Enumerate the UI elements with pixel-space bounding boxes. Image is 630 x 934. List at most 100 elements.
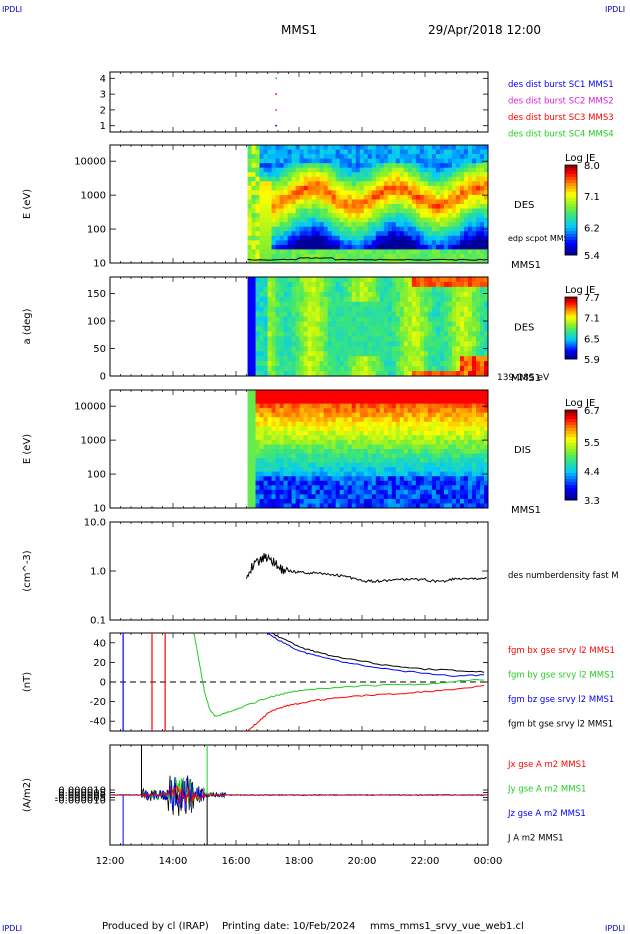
heatmap-cell — [399, 471, 405, 477]
heatmap-cell — [291, 244, 297, 250]
heatmap-cell — [387, 258, 393, 264]
heatmap-cell — [319, 503, 325, 509]
heatmap-cell — [331, 316, 337, 323]
heatmap-cell — [291, 356, 297, 362]
heatmap-cell — [387, 172, 393, 178]
heatmap-cell — [391, 366, 397, 372]
heatmap-cell — [311, 190, 317, 196]
colorbar-cell — [565, 336, 577, 339]
heatmap-cell — [423, 449, 429, 455]
heatmap-cell — [287, 408, 293, 414]
heatmap-cell — [287, 371, 293, 377]
heatmap-cell — [267, 366, 273, 372]
heatmap-cell — [347, 356, 353, 362]
heatmap-cell — [415, 494, 421, 500]
heatmap-cell — [351, 244, 357, 250]
heatmap-cell — [295, 181, 301, 187]
heatmap-cell — [391, 145, 397, 151]
heatmap-cell — [359, 480, 365, 486]
heatmap-cell — [375, 194, 381, 200]
heatmap-cell — [295, 149, 301, 155]
heatmap-cell — [287, 190, 293, 196]
heatmap-cell — [263, 258, 269, 264]
heatmap-cell — [307, 176, 313, 182]
heatmap-cell — [403, 213, 409, 219]
heatmap-cell — [287, 321, 293, 327]
heatmap-cell — [479, 430, 485, 436]
colorbar-cell — [565, 350, 577, 354]
heatmap-cell — [279, 394, 285, 400]
heatmap-cell — [475, 163, 481, 169]
heatmap-cell — [399, 453, 405, 459]
y-tick-label: 1000 — [81, 191, 106, 202]
heatmap-cell — [479, 208, 485, 214]
heatmap-cell — [435, 503, 441, 509]
heatmap-cell — [363, 145, 369, 151]
heatmap-cell — [299, 412, 305, 418]
heatmap-cell — [351, 208, 357, 214]
heatmap-cell — [295, 194, 301, 200]
heatmap-cell — [315, 208, 321, 214]
heatmap-cell — [391, 408, 397, 414]
heatmap-cell — [475, 371, 481, 377]
heatmap-cell — [347, 306, 353, 313]
heatmap-cell — [363, 366, 369, 372]
heatmap-cell — [459, 467, 465, 473]
heatmap-cell — [351, 444, 357, 450]
heatmap-cell — [459, 291, 465, 298]
heatmap-cell — [315, 467, 321, 473]
heatmap-cell — [439, 471, 445, 477]
heatmap-cell — [439, 231, 445, 237]
heatmap-cell — [427, 449, 433, 455]
heatmap-cell — [479, 316, 485, 323]
heatmap-cell — [247, 158, 253, 164]
heatmap-cell — [331, 394, 337, 400]
heatmap-cell — [379, 291, 385, 298]
colorbar-frame — [564, 409, 578, 501]
heatmap-cell — [451, 199, 457, 205]
heatmap-cell — [283, 439, 289, 445]
heatmap-cell — [303, 476, 309, 482]
heatmap-cell — [383, 316, 389, 323]
heatmap-cell — [379, 439, 385, 445]
heatmap-cell — [311, 458, 317, 464]
heatmap-cell — [351, 421, 357, 427]
heatmap-cell — [383, 301, 389, 308]
heatmap-cell — [455, 226, 461, 232]
heatmap-cell — [319, 336, 325, 342]
heatmap-cell — [311, 244, 317, 250]
heatmap-cell — [339, 326, 345, 332]
heatmap-cell — [451, 235, 457, 241]
heatmap-cell — [447, 321, 453, 327]
heatmap-cell — [355, 417, 361, 423]
heatmap-cell — [419, 403, 425, 409]
heatmap-cell — [431, 158, 437, 164]
heatmap-cell — [363, 498, 369, 504]
heatmap-cell — [371, 336, 377, 342]
heatmap-cell — [427, 281, 433, 288]
heatmap-cell — [263, 249, 269, 255]
heatmap-cell — [343, 154, 349, 160]
heatmap-cell — [375, 331, 381, 337]
heatmap-cell — [363, 296, 369, 303]
heatmap-cell — [359, 158, 365, 164]
heatmap-cell — [319, 172, 325, 178]
heatmap-cell — [411, 489, 417, 495]
heatmap-cell — [475, 390, 481, 396]
heatmap-cell — [251, 311, 257, 318]
heatmap-cell — [415, 408, 421, 414]
heatmap-cell — [287, 480, 293, 486]
heatmap-cell — [383, 458, 389, 464]
heatmap-cell — [399, 366, 405, 372]
heatmap-cell — [359, 394, 365, 400]
heatmap-cell — [347, 351, 353, 357]
heatmap-cell — [459, 351, 465, 357]
heatmap-cell — [359, 249, 365, 255]
heatmap-cell — [355, 190, 361, 196]
heatmap-cell — [463, 476, 469, 482]
heatmap-cell — [303, 217, 309, 223]
heatmap-cell — [411, 226, 417, 232]
heatmap-cell — [475, 346, 481, 352]
heatmap-cell — [263, 449, 269, 455]
